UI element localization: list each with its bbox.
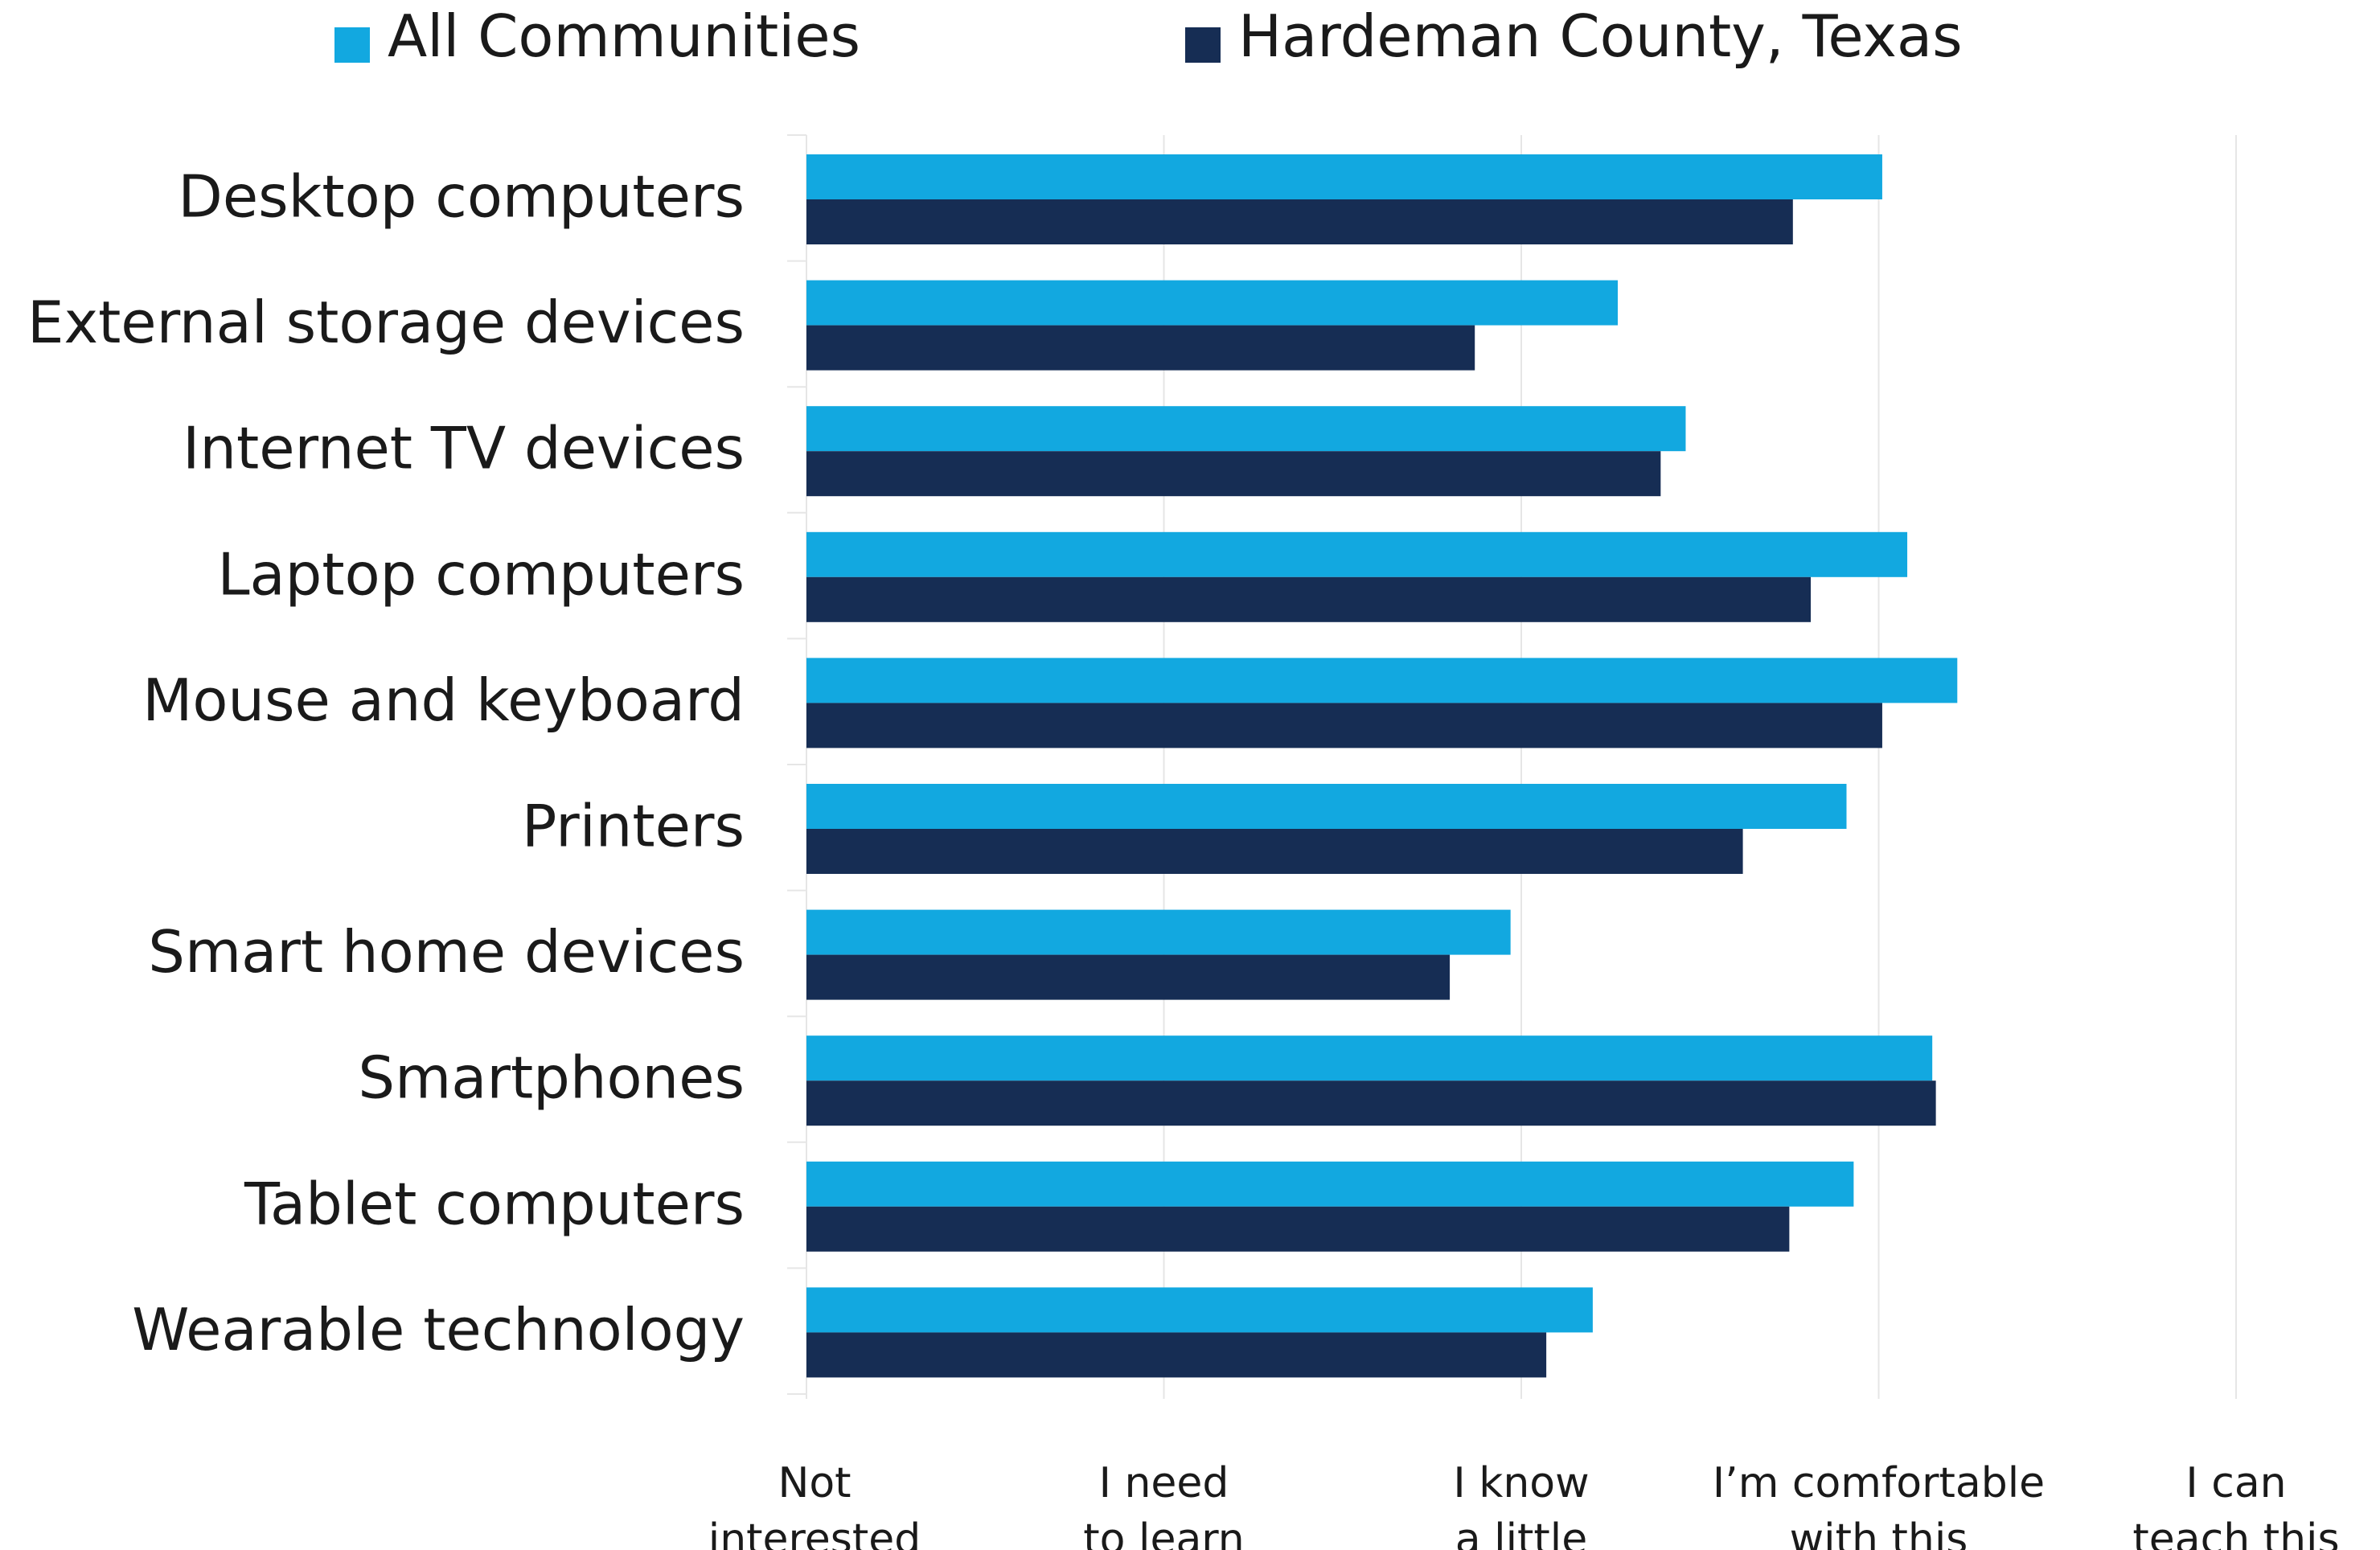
- bars: [806, 154, 1958, 1378]
- bar-1-1: [806, 154, 1882, 199]
- bar-2-4: [806, 576, 1812, 622]
- x-tick-label-1-line-2: interested: [708, 1515, 921, 1550]
- legend: All Communities Hardeman County, Texas: [334, 2, 1963, 70]
- category-label-3: Internet TV devices: [183, 415, 745, 482]
- x-tick-label-4-line-2: with this: [1790, 1515, 1968, 1550]
- category-label-7: Smart home devices: [148, 918, 745, 986]
- x-tick-label-2-line-2: to learn: [1083, 1515, 1244, 1550]
- bar-1-8: [806, 1035, 1933, 1081]
- bar-2-7: [806, 954, 1451, 1000]
- bar-2-6: [806, 829, 1743, 874]
- legend-swatch-2: [1185, 27, 1221, 63]
- category-label-9: Tablet computers: [244, 1170, 745, 1237]
- x-tick-label-5-line-2: teach this: [2132, 1515, 2339, 1550]
- x-tick-labels: Not interested I need to learn I know a littl…: [708, 1459, 2340, 1550]
- x-tick-label-5-line-1: I can: [2185, 1459, 2286, 1507]
- category-label-2: External storage devices: [27, 289, 745, 356]
- bar-1-3: [806, 406, 1686, 452]
- bar-2-10: [806, 1332, 1547, 1378]
- category-label-8: Smartphones: [358, 1044, 745, 1112]
- legend-swatch-1: [334, 27, 370, 63]
- x-tick-label-1-line-1: Not: [778, 1459, 851, 1507]
- legend-label-2: Hardeman County, Texas: [1238, 2, 1963, 70]
- x-tick-label-3-line-2: a little: [1455, 1515, 1588, 1550]
- x-tick-label-2-line-1: I need: [1099, 1459, 1229, 1507]
- category-label-6: Printers: [522, 793, 745, 860]
- bar-1-5: [806, 658, 1958, 703]
- bar-1-2: [806, 280, 1619, 326]
- category-label-4: Laptop computers: [217, 540, 745, 608]
- legend-label-1: All Communities: [388, 2, 860, 70]
- bar-2-3: [806, 451, 1661, 497]
- category-labels: Desktop computers External storage device…: [27, 163, 745, 1363]
- x-tick-label-4-line-1: I’m comfortable: [1713, 1459, 2045, 1507]
- x-tick-label-3-line-1: I know: [1453, 1459, 1589, 1507]
- bar-1-9: [806, 1161, 1854, 1207]
- bar-1-7: [806, 909, 1511, 955]
- bar-2-1: [806, 199, 1793, 244]
- category-label-5: Mouse and keyboard: [142, 666, 745, 734]
- category-tick-marks: [787, 134, 806, 1395]
- category-label-10: Wearable technology: [132, 1296, 745, 1363]
- bar-1-4: [806, 531, 1908, 577]
- bar-1-6: [806, 784, 1847, 829]
- bar-2-2: [806, 325, 1475, 371]
- bar-1-10: [806, 1287, 1593, 1333]
- bar-2-9: [806, 1206, 1790, 1252]
- category-label-1: Desktop computers: [178, 163, 745, 231]
- bar-2-5: [806, 703, 1882, 748]
- bar-2-8: [806, 1080, 1936, 1126]
